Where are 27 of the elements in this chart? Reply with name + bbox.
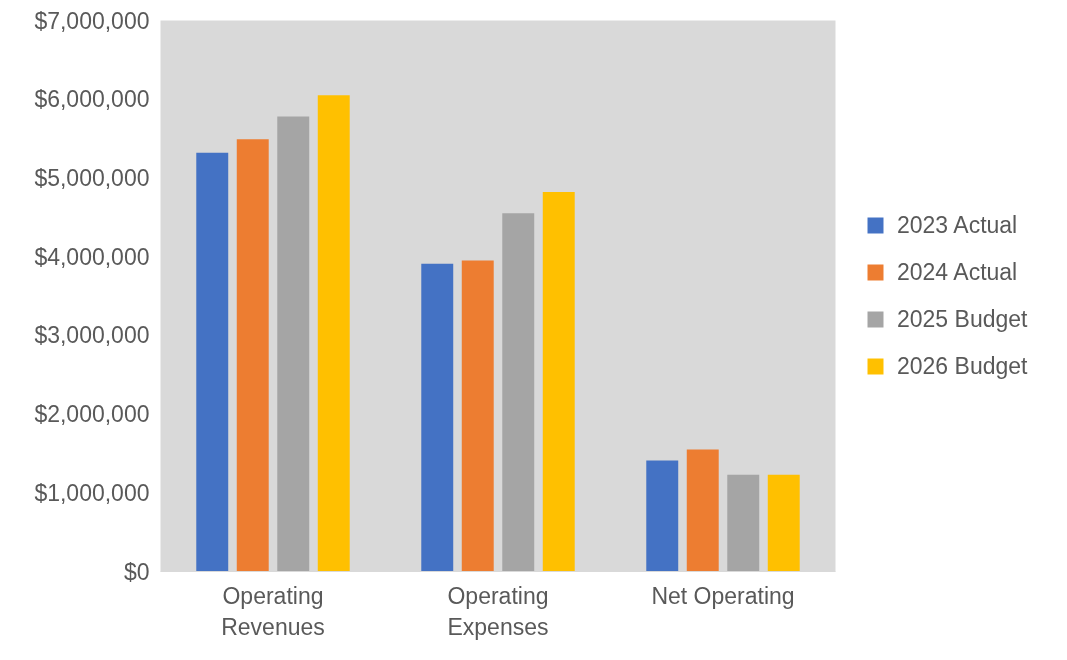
y-tick-label: $5,000,000 [34, 164, 150, 191]
bar [196, 152, 229, 572]
y-tick-label: $7,000,000 [34, 7, 150, 34]
bar [236, 139, 269, 572]
y-tick-label: $2,000,000 [34, 401, 150, 428]
bar [317, 95, 350, 572]
x-tick-label: Net Operating [651, 582, 795, 609]
bar [277, 116, 310, 572]
y-tick-label: $4,000,000 [34, 243, 150, 270]
bar [727, 474, 760, 572]
legend-label: 2026 Budget [897, 352, 1028, 380]
bar [421, 263, 454, 572]
bar [686, 449, 719, 572]
y-tick-label: $0 [123, 558, 150, 585]
y-tick-label: $3,000,000 [34, 322, 150, 349]
legend-label: 2025 Budget [897, 305, 1028, 333]
bar [461, 260, 494, 572]
y-tick-label: $6,000,000 [34, 86, 150, 113]
x-tick-label: Operating Revenues [221, 582, 325, 640]
bar [646, 460, 679, 572]
bar [542, 192, 575, 572]
legend-label: 2023 Actual [897, 211, 1018, 239]
y-tick-label: $1,000,000 [34, 479, 150, 506]
legend-label: 2024 Actual [897, 258, 1018, 286]
bar [502, 213, 535, 572]
bar [767, 474, 800, 572]
x-tick-label: Operating Expenses [447, 582, 549, 640]
